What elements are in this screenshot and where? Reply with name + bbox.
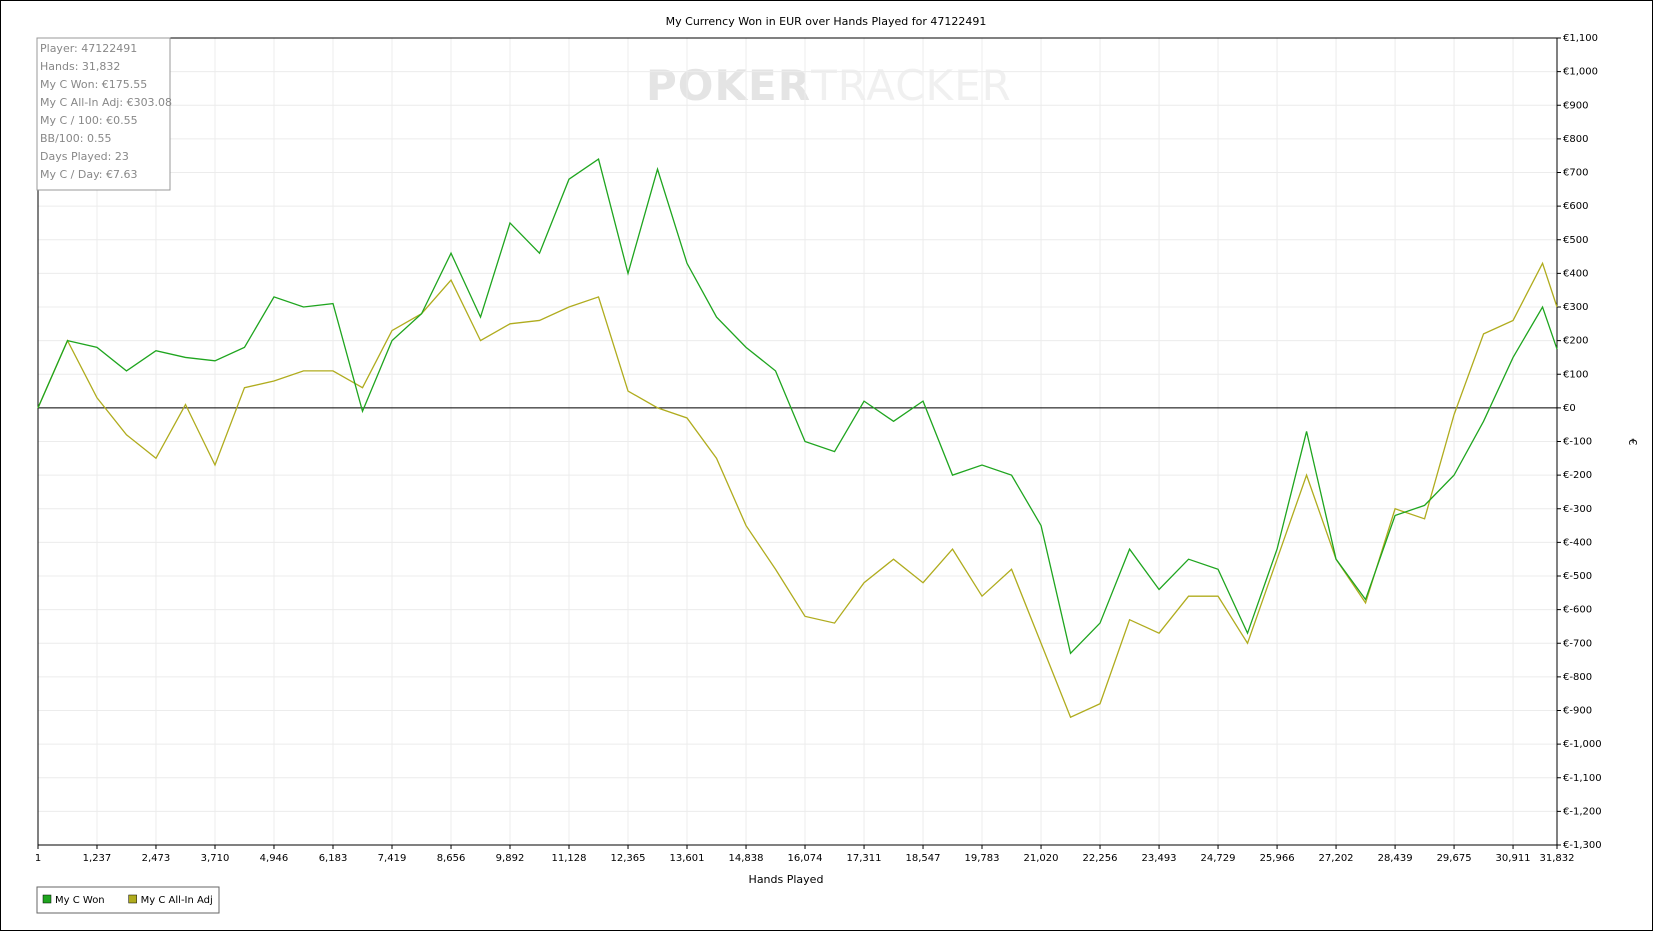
y-tick-label: €-1,300 [1563, 840, 1602, 851]
y-tick-label: €-1,000 [1563, 739, 1602, 750]
y-tick-label: €700 [1563, 168, 1588, 179]
y-tick-label: €-1,100 [1563, 773, 1602, 784]
legend-swatch [42, 894, 52, 904]
series-line [37, 157, 1558, 655]
stat-line: My C / Day: €7.63 [40, 168, 138, 181]
y-tick-label: €-1,200 [1563, 806, 1602, 817]
y-tick-label: €0 [1563, 403, 1576, 414]
y-tick-label: €600 [1563, 201, 1588, 212]
y-tick-label: €900 [1563, 100, 1588, 111]
x-tick-label: 23,493 [1142, 853, 1177, 864]
y-tick-label: €-400 [1563, 537, 1592, 548]
x-tick-label: 14,838 [729, 853, 764, 864]
stat-line: My C Won: €175.55 [40, 78, 147, 91]
x-tick-label: 22,256 [1083, 853, 1118, 864]
x-tick-label: 29,675 [1437, 853, 1472, 864]
stat-line: Days Played: 23 [40, 150, 129, 163]
x-tick-label: 27,202 [1319, 853, 1354, 864]
legend-swatch [128, 894, 137, 904]
chart-title: My Currency Won in EUR over Hands Played… [666, 15, 987, 28]
y-tick-label: €500 [1563, 235, 1588, 246]
y-tick-label: €200 [1563, 336, 1588, 347]
x-axis-label: Hands Played [749, 873, 824, 886]
y-tick-label: €300 [1563, 302, 1588, 313]
x-tick-label: 8,656 [437, 853, 466, 864]
x-tick-label: 12,365 [611, 853, 646, 864]
y-axis-label: € [1626, 439, 1639, 446]
watermark-left: POKER [646, 61, 811, 110]
y-tick-label: €800 [1563, 134, 1588, 145]
x-tick-label: 4,946 [260, 853, 289, 864]
y-tick-label: €-300 [1563, 504, 1592, 515]
y-tick-label: €1,100 [1563, 33, 1598, 44]
y-tick-label: €-200 [1563, 470, 1592, 481]
y-tick-label: €-900 [1563, 706, 1592, 717]
x-tick-label: 16,074 [788, 853, 823, 864]
y-tick-label: €-600 [1563, 605, 1592, 616]
stat-line: BB/100: 0.55 [40, 132, 112, 145]
x-tick-label: 18,547 [906, 853, 941, 864]
x-tick-label: 1,237 [83, 853, 112, 864]
stat-line: My C / 100: €0.55 [40, 114, 138, 127]
stat-line: My C All-In Adj: €303.08 [40, 96, 172, 109]
y-tick-label: €-800 [1563, 672, 1592, 683]
x-tick-label: 19,783 [965, 853, 1000, 864]
legend-label: My C Won [55, 895, 105, 906]
x-tick-label: 9,892 [496, 853, 525, 864]
y-tick-label: €-100 [1563, 437, 1592, 448]
x-tick-label: 6,183 [319, 853, 348, 864]
y-tick-label: €1,000 [1563, 67, 1598, 78]
stat-line: Hands: 31,832 [40, 60, 120, 73]
plot-border [37, 37, 1558, 846]
legend-box [36, 886, 220, 914]
y-tick-label: €-500 [1563, 571, 1592, 582]
x-tick-label: 21,020 [1024, 853, 1059, 864]
stats-box [36, 37, 171, 191]
y-tick-label: €100 [1563, 369, 1588, 380]
x-tick-label: 31,832 [1540, 853, 1575, 864]
x-tick-label: 25,966 [1260, 853, 1295, 864]
x-tick-label: 3,710 [201, 853, 230, 864]
stat-line: Player: 47122491 [40, 42, 137, 55]
x-tick-label: 30,911 [1496, 853, 1531, 864]
x-tick-label: 13,601 [670, 853, 705, 864]
x-tick-label: 17,311 [847, 853, 882, 864]
x-tick-label: 2,473 [142, 853, 171, 864]
watermark-right: TRACKER [810, 61, 1012, 110]
y-tick-label: €400 [1563, 268, 1588, 279]
legend-label: My C All-In Adj [141, 895, 213, 906]
x-tick-label: 28,439 [1378, 853, 1413, 864]
x-tick-label: 7,419 [378, 853, 407, 864]
y-tick-label: €-700 [1563, 638, 1592, 649]
x-tick-label: 11,128 [551, 853, 586, 864]
series-line [37, 261, 1558, 719]
x-tick-label: 1 [35, 853, 41, 864]
x-tick-label: 24,729 [1201, 853, 1236, 864]
watermark: POKERTRACKER [646, 61, 1012, 110]
